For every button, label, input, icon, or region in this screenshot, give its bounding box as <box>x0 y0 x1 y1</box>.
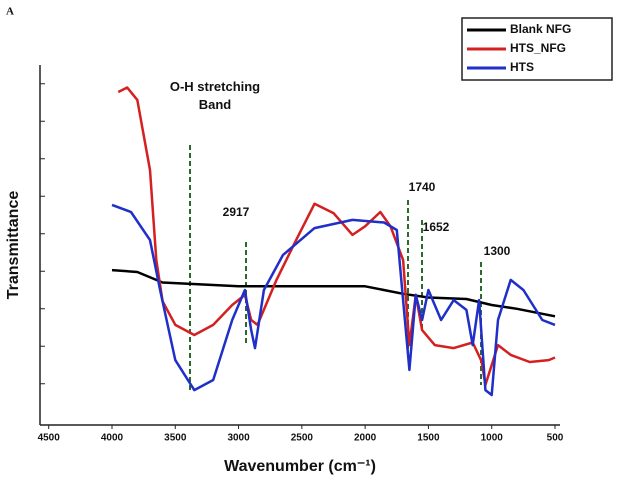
x-tick-label: 500 <box>547 433 564 444</box>
series-line <box>111 203 556 397</box>
x-axis-label: Wavenumber (cm⁻¹) <box>224 458 376 475</box>
annotation: 1652 <box>423 220 450 234</box>
legend-label: Blank NFG <box>510 22 571 36</box>
annotation: O-H stretching Band <box>170 79 260 112</box>
x-tick-label: 1000 <box>481 433 504 444</box>
x-tick-label: 4000 <box>101 433 124 444</box>
series-line <box>117 86 556 387</box>
panel-label: A <box>6 6 14 18</box>
annotation: 1300 <box>484 244 511 258</box>
y-axis-label: Transmittance <box>5 191 22 300</box>
x-tick-label: 2500 <box>291 433 314 444</box>
x-tick-label: 3000 <box>227 433 250 444</box>
x-tick-label: 3500 <box>164 433 187 444</box>
legend-label: HTS <box>510 60 534 74</box>
legend-label: HTS_NFG <box>510 41 566 55</box>
annotation: 2917 <box>223 205 250 219</box>
annotation: 1740 <box>409 180 436 194</box>
x-tick-label: 1500 <box>417 433 440 444</box>
series-line <box>111 268 556 318</box>
x-tick-label: 4500 <box>38 433 61 444</box>
x-tick-label: 2000 <box>354 433 377 444</box>
